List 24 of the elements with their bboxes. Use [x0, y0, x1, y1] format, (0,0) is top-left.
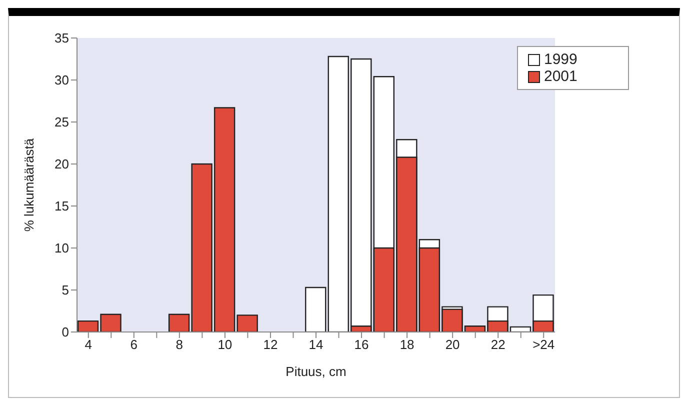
y-tick-label: 10 — [54, 240, 69, 256]
x-tick-label: 16 — [354, 337, 369, 352]
bar — [305, 286, 326, 332]
y-axis-title: % lukumäärästä — [22, 138, 37, 232]
y-tick-label: 5 — [62, 282, 69, 298]
x-tick-label: 4 — [84, 337, 92, 352]
legend-label: 1999 — [544, 51, 578, 68]
x-tick-label: 6 — [130, 337, 138, 352]
legend-label: 2001 — [544, 68, 578, 85]
y-tick-label: 0 — [62, 324, 69, 340]
y-tick-label: 25 — [54, 114, 69, 130]
x-tick-label: >24 — [532, 337, 555, 352]
x-tick-label: 12 — [263, 337, 278, 352]
x-axis-title: Pituus, cm — [286, 364, 346, 379]
x-tick-label: 20 — [445, 337, 460, 352]
x-tick-label: 10 — [218, 337, 232, 352]
y-tick-label: 20 — [54, 156, 69, 172]
y-tick-label: 30 — [54, 72, 69, 88]
x-tick-label: 8 — [176, 337, 184, 352]
x-tick-label: 18 — [400, 337, 414, 352]
y-tick-label: 15 — [54, 198, 69, 214]
x-tick-label: 14 — [308, 337, 324, 352]
y-tick-label: 35 — [54, 30, 69, 46]
x-tick-label: 22 — [490, 337, 506, 352]
